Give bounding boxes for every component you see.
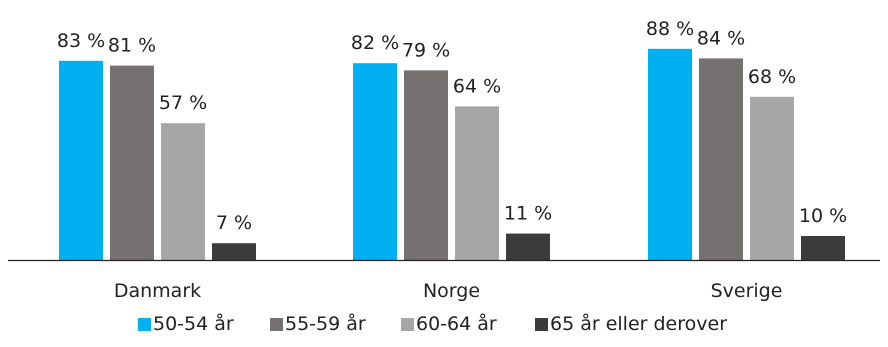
bar-norge-series-3 [455,106,499,261]
legend-swatch [535,318,548,331]
data-label: 83 % [57,30,105,52]
legend-swatch [401,318,414,331]
legend-label: 65 år eller derover [550,312,727,335]
data-label: 10 % [799,205,847,227]
bar-sverige-series-2 [699,58,743,261]
legend-label: 60-64 år [416,312,497,335]
bar-danmark-series-3 [161,123,205,260]
bar-danmark-series-4 [212,243,256,260]
bar-danmark-series-1 [59,60,103,260]
data-label: 82 % [351,32,399,54]
category-label: Norge [423,280,480,302]
data-label: 88 % [646,18,694,40]
bar-sverige-series-1 [648,48,692,260]
data-label: 11 % [504,203,552,225]
data-label: 64 % [453,75,501,97]
bar-norge-series-1 [353,63,397,261]
data-label: 57 % [159,92,207,114]
data-label: 84 % [697,27,745,49]
data-label: 81 % [108,35,156,57]
data-label: 79 % [402,39,450,61]
bar-sverige-series-4 [801,236,845,260]
bar-danmark-series-2 [110,65,154,260]
category-label: Danmark [114,280,201,302]
bar-norge-series-4 [506,233,550,260]
legend-swatch [138,318,151,331]
bar-sverige-series-3 [750,96,794,260]
bar-norge-series-2 [404,70,448,261]
data-label: 7 % [216,212,252,234]
legend-swatch [270,318,283,331]
legend-label: 55-59 år [285,312,366,335]
category-label: Sverige [711,280,783,302]
data-label: 68 % [748,66,796,88]
legend-label: 50-54 år [153,312,234,335]
